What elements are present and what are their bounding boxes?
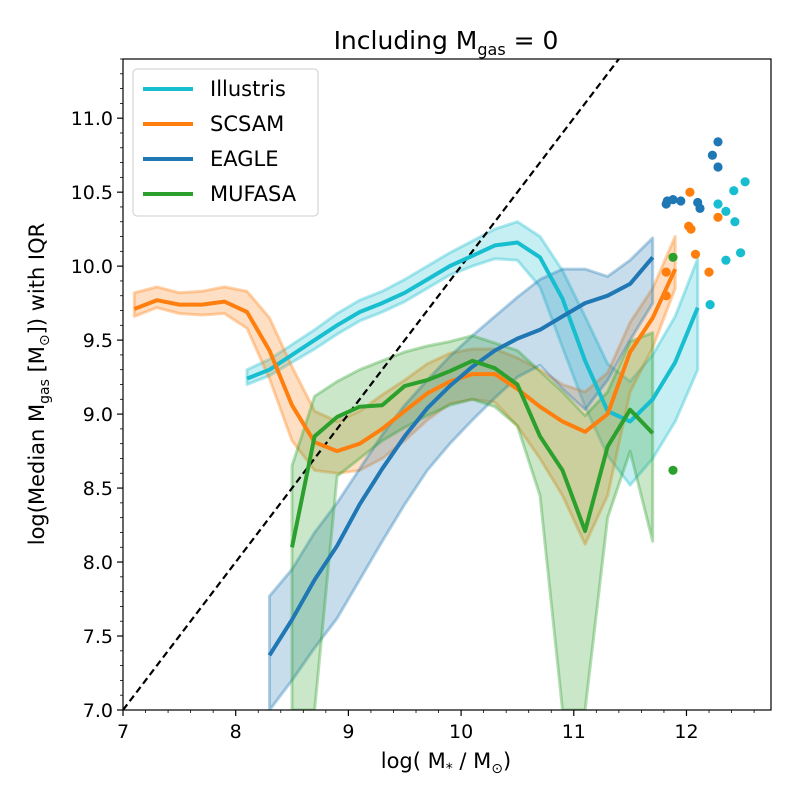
legend-label-scsam: SCSAM: [210, 112, 284, 136]
reference-line-group: [123, 59, 621, 710]
scatter-point-eagle-2: [668, 195, 678, 205]
iqr-band-eagle: [268, 236, 655, 710]
scatter-point-eagle-7: [713, 137, 723, 147]
x-ticks: 7 8 9 10 11 12: [117, 710, 755, 743]
scatter-point-scsam-0: [685, 187, 695, 197]
median-line-eagle: [267, 256, 655, 657]
scatter-point-illustris-2: [729, 186, 739, 196]
y-axis-label: log(Median Mgas [M⊙]) with IQR: [25, 223, 53, 546]
scatter-point-eagle-6: [707, 150, 718, 160]
median-line-mufasa: [290, 358, 655, 548]
y-tick-label: 11.0: [71, 108, 113, 130]
scatter-point-eagle-5: [695, 203, 705, 213]
y-tick-label: 8.5: [83, 478, 113, 500]
median-line-scsam: [133, 268, 678, 454]
scatter-point-scsam-4: [713, 212, 723, 222]
y-tick-label: 9.5: [83, 330, 113, 352]
scatter-point-illustris-1: [721, 206, 731, 216]
iqr-band-illustris: [245, 220, 700, 487]
legend-label-eagle: EAGLE: [210, 147, 279, 171]
y-tick-label: 7.5: [83, 626, 113, 648]
scatter-point-mufasa-1: [668, 465, 678, 475]
scatter-points: [661, 137, 750, 475]
plot-area: [123, 59, 750, 710]
median-line-illustris: [246, 240, 700, 424]
x-axis-label: log( M* / M⊙): [381, 749, 511, 777]
y-tick-label: 8.0: [83, 552, 113, 574]
scatter-point-eagle-3: [676, 196, 686, 206]
scatter-point-mufasa-0: [668, 252, 678, 262]
median-lines: [133, 240, 700, 657]
scatter-point-eagle-8: [713, 162, 723, 172]
y-tick-label: 10.0: [71, 256, 113, 278]
reference-line: [123, 59, 621, 710]
y-tick-label: 10.5: [71, 182, 113, 204]
scatter-point-scsam-5: [704, 267, 714, 277]
scatter-point-scsam-7: [661, 291, 671, 301]
x-tick-label: 9: [342, 721, 354, 743]
scatter-point-illustris-0: [713, 199, 723, 209]
scatter-point-illustris-3: [740, 177, 750, 187]
scatter-point-illustris-7: [705, 300, 715, 310]
x-tick-label: 10: [449, 721, 473, 743]
x-tick-label: 7: [117, 721, 129, 743]
scatter-point-illustris-4: [730, 217, 740, 227]
x-tick-label: 8: [230, 721, 242, 743]
scatter-point-scsam-6: [661, 267, 671, 277]
iqr-band-scsam: [132, 235, 677, 546]
chart-title: Including Mgas = 0: [334, 26, 559, 59]
legend-label-mufasa: MUFASA: [210, 182, 297, 206]
scatter-point-illustris-5: [736, 248, 746, 258]
legend: Illustris SCSAM EAGLE MUFASA: [132, 68, 319, 217]
x-tick-label: 12: [674, 721, 698, 743]
scatter-point-scsam-3: [690, 249, 701, 259]
x-tick-label: 11: [562, 721, 586, 743]
scatter-point-illustris-6: [721, 255, 731, 265]
y-tick-label: 7.0: [83, 700, 113, 722]
scatter-point-scsam-2: [686, 224, 696, 234]
legend-box: [132, 68, 319, 217]
y-tick-label: 9.0: [83, 404, 113, 426]
y-ticks: 7.0 7.5 8.0 8.5 9.0 9.5 10.0 10.5 11.0: [71, 58, 123, 722]
legend-label-illustris: Illustris: [210, 77, 286, 101]
